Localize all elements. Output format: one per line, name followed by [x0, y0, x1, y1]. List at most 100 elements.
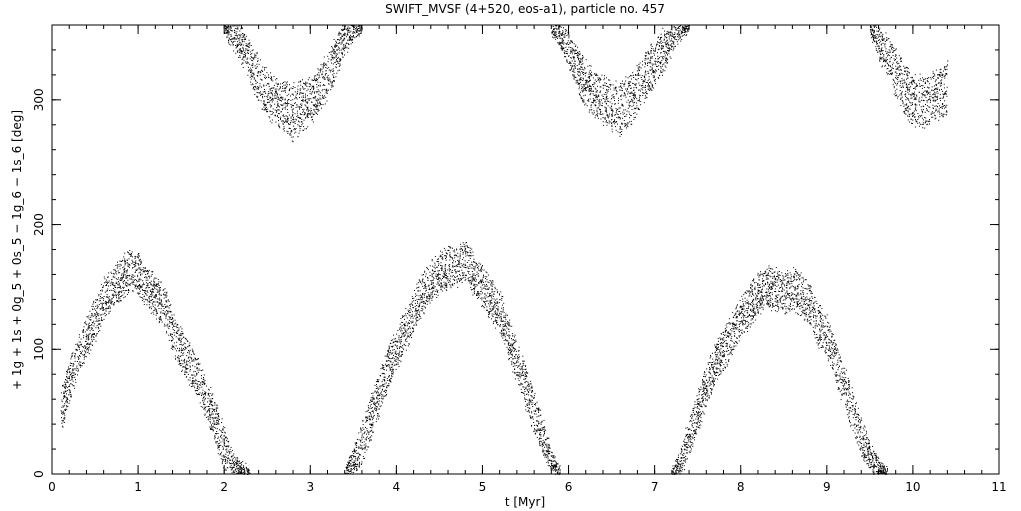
- data-point: [123, 271, 125, 273]
- data-point: [303, 82, 305, 84]
- data-point: [108, 298, 110, 300]
- data-point: [515, 350, 517, 352]
- data-point: [157, 283, 159, 285]
- data-point: [231, 468, 233, 469]
- data-point: [96, 333, 98, 335]
- data-point: [188, 384, 190, 386]
- data-point: [543, 442, 545, 444]
- data-point: [464, 264, 466, 266]
- data-point: [422, 293, 423, 295]
- data-point: [377, 400, 379, 402]
- data-point: [355, 450, 357, 452]
- data-point: [92, 322, 94, 324]
- data-point: [285, 87, 287, 88]
- data-point: [543, 450, 545, 452]
- data-point: [452, 265, 454, 267]
- x-tick-label: 4: [393, 480, 401, 494]
- data-point: [228, 39, 230, 41]
- data-point: [352, 25, 354, 27]
- data-point: [177, 329, 179, 331]
- data-point: [196, 383, 198, 385]
- data-point: [263, 99, 265, 101]
- data-point: [504, 328, 506, 330]
- data-point: [218, 416, 220, 418]
- data-point: [110, 299, 112, 301]
- data-point: [245, 43, 247, 45]
- data-point: [176, 326, 178, 328]
- data-point: [146, 294, 148, 296]
- data-point: [361, 28, 363, 30]
- data-point: [75, 349, 77, 351]
- data-point: [512, 371, 514, 373]
- data-point: [189, 365, 191, 367]
- data-point: [121, 278, 123, 280]
- data-point: [533, 395, 535, 397]
- data-point: [558, 468, 560, 470]
- data-point: [171, 322, 173, 324]
- data-point: [348, 30, 350, 32]
- data-point: [399, 327, 401, 329]
- data-point: [239, 472, 241, 474]
- data-point: [215, 409, 217, 411]
- data-point: [383, 366, 385, 368]
- data-point: [406, 329, 408, 331]
- data-point: [247, 43, 249, 45]
- data-point: [105, 290, 107, 292]
- data-point: [109, 307, 111, 309]
- data-point: [381, 397, 383, 399]
- data-point: [138, 259, 140, 261]
- data-point: [329, 69, 331, 71]
- data-point: [167, 299, 169, 301]
- data-point: [481, 266, 483, 268]
- data-point: [440, 264, 441, 266]
- data-point: [249, 58, 251, 60]
- data-point: [266, 111, 268, 113]
- data-point: [353, 450, 355, 452]
- data-point: [481, 305, 483, 307]
- data-point: [294, 129, 296, 131]
- data-point: [390, 367, 392, 368]
- data-point: [174, 334, 176, 336]
- data-point: [149, 301, 150, 303]
- data-point: [543, 454, 545, 456]
- data-point: [340, 59, 342, 61]
- data-point: [394, 353, 396, 355]
- data-point: [125, 285, 127, 286]
- data-point: [508, 331, 510, 333]
- data-point: [531, 387, 533, 389]
- data-point: [147, 287, 149, 289]
- data-point: [222, 429, 224, 431]
- data-point: [278, 98, 280, 100]
- data-point: [458, 263, 460, 265]
- data-point: [82, 329, 84, 331]
- data-point: [445, 258, 446, 259]
- data-point: [321, 94, 323, 96]
- data-point: [256, 81, 258, 83]
- data-point: [386, 353, 388, 355]
- data-point: [353, 35, 355, 37]
- data-point: [352, 451, 353, 453]
- data-point: [190, 354, 192, 356]
- data-point: [222, 426, 224, 428]
- data-point: [289, 134, 291, 136]
- data-point: [324, 74, 326, 76]
- data-point: [153, 296, 155, 298]
- data-point: [137, 274, 139, 276]
- data-point: [355, 27, 357, 29]
- data-point: [456, 264, 458, 266]
- data-point: [346, 47, 348, 49]
- data-point: [237, 27, 239, 29]
- data-point: [129, 278, 131, 280]
- data-point: [262, 66, 264, 68]
- data-point: [246, 470, 248, 472]
- data-point: [547, 450, 549, 452]
- data-point: [287, 132, 289, 134]
- data-point: [232, 38, 234, 40]
- data-point: [140, 269, 142, 271]
- data-point: [93, 334, 95, 335]
- data-point: [168, 334, 170, 336]
- data-point: [226, 27, 228, 29]
- data-point: [227, 26, 229, 28]
- data-point: [127, 275, 128, 277]
- data-point: [478, 283, 480, 285]
